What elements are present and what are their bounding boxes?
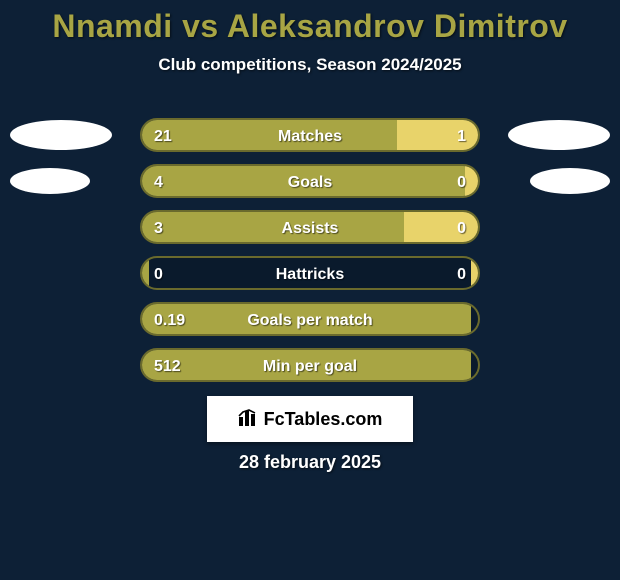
stat-value-right: 0 (457, 258, 466, 290)
player-oval-left (10, 168, 90, 194)
stat-row: Goals4 0 (0, 164, 620, 200)
player-oval-right (508, 120, 610, 150)
stat-label: Hattricks (142, 258, 478, 290)
fctables-logo: FcTables.com (207, 396, 413, 442)
stat-value-left: 3 (154, 212, 163, 244)
stat-bar: Assists3 0 (140, 210, 480, 244)
stat-bar: Goals per match0.19 (140, 302, 480, 336)
stat-row: Goals per match0.19 (0, 302, 620, 338)
stat-row: Assists3 0 (0, 210, 620, 246)
comparison-chart: Matches211Goals40Assists30Hattricks00Goa… (0, 118, 620, 394)
date-line: 28 february 2025 (0, 452, 620, 473)
logo-text: FcTables.com (264, 409, 383, 430)
stat-label: Matches (142, 120, 478, 152)
page-subtitle: Club competitions, Season 2024/2025 (0, 55, 620, 75)
player-oval-right (530, 168, 610, 194)
stat-value-right: 1 (457, 120, 466, 152)
stat-row: Min per goal512 (0, 348, 620, 384)
player-oval-left (10, 120, 112, 150)
stat-value-left: 512 (154, 350, 181, 382)
stat-label: Goals per match (142, 304, 478, 336)
bar-chart-icon (238, 407, 260, 432)
stat-row: Matches21 1 (0, 118, 620, 154)
stat-value-left: 4 (154, 166, 163, 198)
stat-label: Min per goal (142, 350, 478, 382)
stat-bar: Min per goal512 (140, 348, 480, 382)
stat-bar: Goals4 0 (140, 164, 480, 198)
stat-label: Assists (142, 212, 478, 244)
stat-value-left: 0.19 (154, 304, 185, 336)
stat-value-right: 0 (457, 166, 466, 198)
stat-value-right: 0 (457, 212, 466, 244)
stat-value-left: 0 (154, 258, 163, 290)
stat-label: Goals (142, 166, 478, 198)
page-title: Nnamdi vs Aleksandrov Dimitrov (0, 0, 620, 45)
stat-bar: Matches21 1 (140, 118, 480, 152)
stat-bar: Hattricks0 0 (140, 256, 480, 290)
stat-value-left: 21 (154, 120, 172, 152)
stat-row: Hattricks0 0 (0, 256, 620, 292)
